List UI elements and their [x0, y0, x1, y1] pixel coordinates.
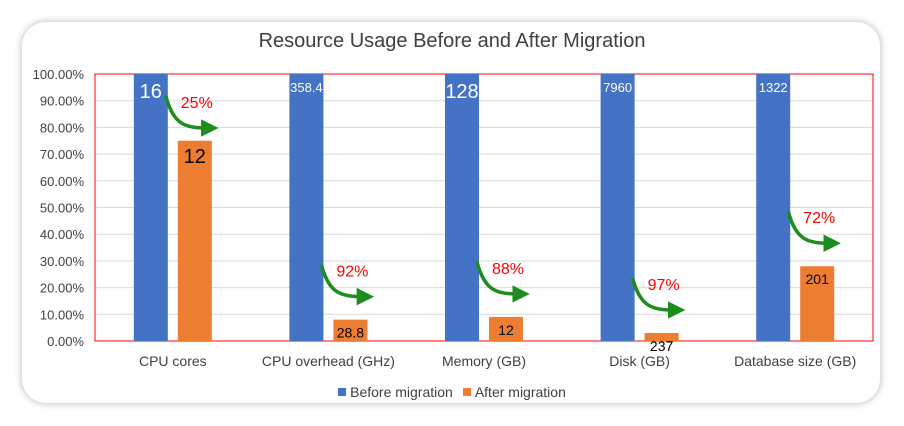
legend-item-before: Before migration	[338, 384, 453, 400]
y-tick-label: 60.00%	[40, 174, 85, 189]
bar-after	[489, 316, 523, 341]
reduction-label: 92%	[336, 264, 368, 281]
y-tick-label: 70.00%	[40, 147, 85, 162]
bar-before	[756, 74, 791, 341]
bar-before	[289, 74, 324, 341]
y-tick-label: 20.00%	[40, 281, 85, 296]
data-label-after: 28.8	[337, 325, 364, 341]
bar-before	[445, 74, 479, 341]
data-label-after: 12	[498, 322, 514, 338]
bar-after	[800, 266, 835, 341]
reduction-label: 97%	[648, 277, 680, 294]
reduction-arrow	[319, 264, 375, 306]
bar-before	[133, 74, 168, 341]
legend-label-before: Before migration	[350, 384, 453, 400]
reduction-label: 25%	[181, 95, 213, 112]
y-tick-label: 80.00%	[40, 120, 85, 135]
x-category-label: Memory (GB)	[442, 353, 526, 369]
legend: Before migration After migration	[0, 384, 904, 400]
y-tick-label: 30.00%	[40, 254, 85, 269]
reduction-arrow	[786, 210, 841, 252]
reduction-arrow	[630, 277, 686, 319]
data-label-before: 358.4	[290, 80, 323, 95]
data-label-after: 12	[184, 146, 206, 168]
data-label-after: 237	[650, 338, 674, 354]
reduction-arrow	[164, 95, 219, 137]
y-tick-label: 100.00%	[33, 67, 85, 82]
y-tick-label: 40.00%	[40, 227, 85, 242]
reduction-label: 88%	[492, 261, 524, 278]
chart-title: Resource Usage Before and After Migratio…	[258, 30, 646, 52]
bar-after	[177, 140, 212, 341]
x-category-label: CPU overhead (GHz)	[262, 353, 395, 369]
y-tick-label: 0.00%	[47, 334, 84, 349]
legend-label-after: After migration	[474, 384, 566, 400]
x-category-label: Disk (GB)	[609, 353, 670, 369]
y-tick-label: 10.00%	[40, 307, 85, 322]
y-tick-label: 90.00%	[40, 94, 85, 109]
reduction-arrow	[475, 261, 530, 303]
y-tick-label: 50.00%	[40, 201, 85, 216]
data-label-before: 1322	[759, 80, 788, 95]
bar-after	[333, 319, 368, 341]
legend-item-after: After migration	[462, 384, 566, 400]
bar-before	[600, 74, 635, 341]
data-label-before: 128	[445, 81, 478, 103]
bar-after	[644, 332, 679, 341]
data-label-before: 16	[140, 81, 162, 103]
legend-swatch-before	[338, 388, 347, 396]
data-label-before: 7960	[603, 80, 632, 95]
plot-area-border	[94, 73, 874, 342]
data-label-after: 201	[806, 271, 830, 287]
reduction-label: 72%	[803, 210, 835, 227]
legend-swatch-after	[462, 388, 471, 396]
x-category-label: Database size (GB)	[734, 353, 856, 369]
x-category-label: CPU cores	[139, 353, 207, 369]
